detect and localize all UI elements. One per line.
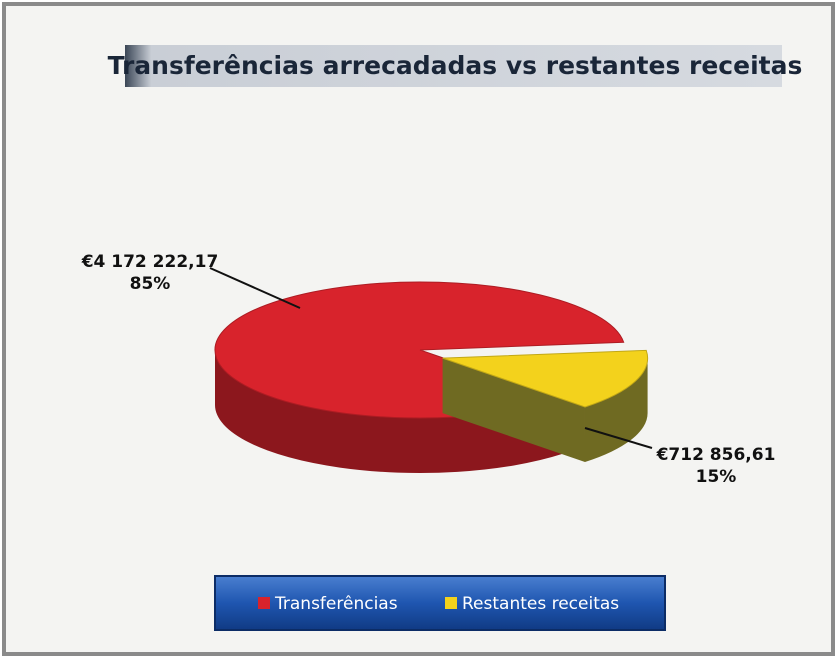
slice <box>442 349 649 408</box>
leader-line <box>584 427 653 449</box>
legend-swatch <box>258 597 270 609</box>
data-label: €4 172 222,17 <box>81 252 219 272</box>
slice-cut-face <box>442 358 585 463</box>
slice-side <box>215 350 563 473</box>
slice-side <box>584 358 648 463</box>
data-label: €712 856,61 <box>656 445 776 465</box>
legend-swatch <box>445 597 457 609</box>
title-box <box>125 45 782 87</box>
data-label-percent: 15% <box>696 467 737 487</box>
legend <box>214 575 666 631</box>
slice <box>214 281 625 419</box>
legend-label: Transferências <box>274 594 398 614</box>
leader-line <box>209 267 301 309</box>
chart-title: Transferências arrecadadas vs restantes … <box>108 51 803 80</box>
legend-label: Restantes receitas <box>462 594 619 614</box>
data-label-percent: 85% <box>130 274 171 294</box>
